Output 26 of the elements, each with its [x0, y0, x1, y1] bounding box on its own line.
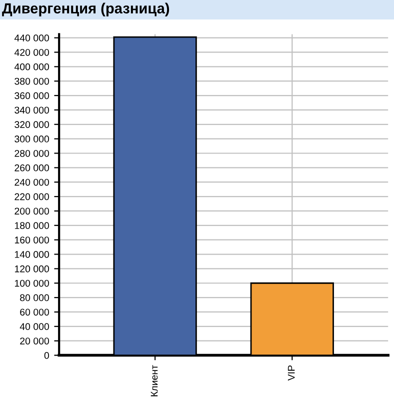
y-tick-label: 440 000: [14, 34, 49, 42]
y-tick-label: 240 000: [14, 178, 49, 186]
y-tick-label: 20 000: [20, 338, 49, 344]
chart-title: Дивергенция (разница): [2, 2, 170, 16]
y-tick-label: 0: [44, 352, 49, 359]
y-tick-label: 260 000: [14, 164, 49, 172]
y-tick-label: 280 000: [14, 150, 49, 157]
y-tick-label: 320 000: [14, 121, 49, 128]
y-tick-label: 340 000: [14, 106, 49, 114]
y-tick-label: 140 000: [14, 251, 49, 258]
y-tick-label: 80 000: [20, 294, 49, 302]
y-tick-label: 400 000: [14, 63, 49, 70]
y-tick-label: 220 000: [14, 193, 49, 200]
y-tick-label: 300 000: [14, 136, 49, 142]
y-tick-label: 380 000: [14, 78, 49, 85]
y-tick-label: 120 000: [14, 265, 49, 272]
y-tick-label: 40 000: [20, 323, 49, 330]
x-tick-label: Клиент: [150, 365, 158, 396]
y-tick-label: 200 000: [14, 208, 49, 215]
y-tick-label: 360 000: [14, 92, 49, 100]
y-tick-label: 420 000: [14, 48, 49, 56]
y-tick-label: 160 000: [14, 236, 49, 244]
y-tick-label: 60 000: [20, 308, 49, 316]
y-tick-label: 180 000: [14, 222, 49, 230]
x-tick-label: VIP: [288, 366, 295, 381]
y-tick-label: 100 000: [14, 280, 49, 287]
